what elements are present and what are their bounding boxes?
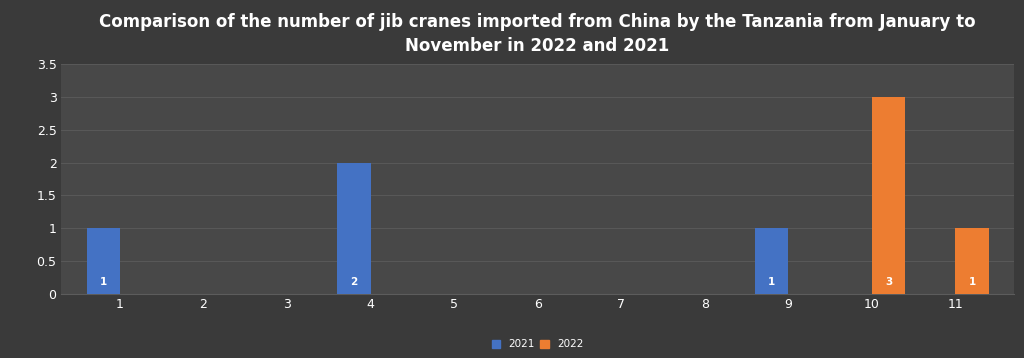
Bar xyxy=(955,228,989,294)
Text: 3: 3 xyxy=(885,277,892,287)
Text: 1: 1 xyxy=(99,277,106,287)
Legend: 2021, 2022: 2021, 2022 xyxy=(488,336,587,353)
Bar xyxy=(871,97,905,294)
Bar xyxy=(755,228,788,294)
Bar xyxy=(86,228,120,294)
Text: 1: 1 xyxy=(969,277,976,287)
Text: 2: 2 xyxy=(350,277,357,287)
Title: Comparison of the number of jib cranes imported from China by the Tanzania from : Comparison of the number of jib cranes i… xyxy=(99,13,976,54)
Text: 1: 1 xyxy=(768,277,775,287)
Bar xyxy=(337,163,371,294)
